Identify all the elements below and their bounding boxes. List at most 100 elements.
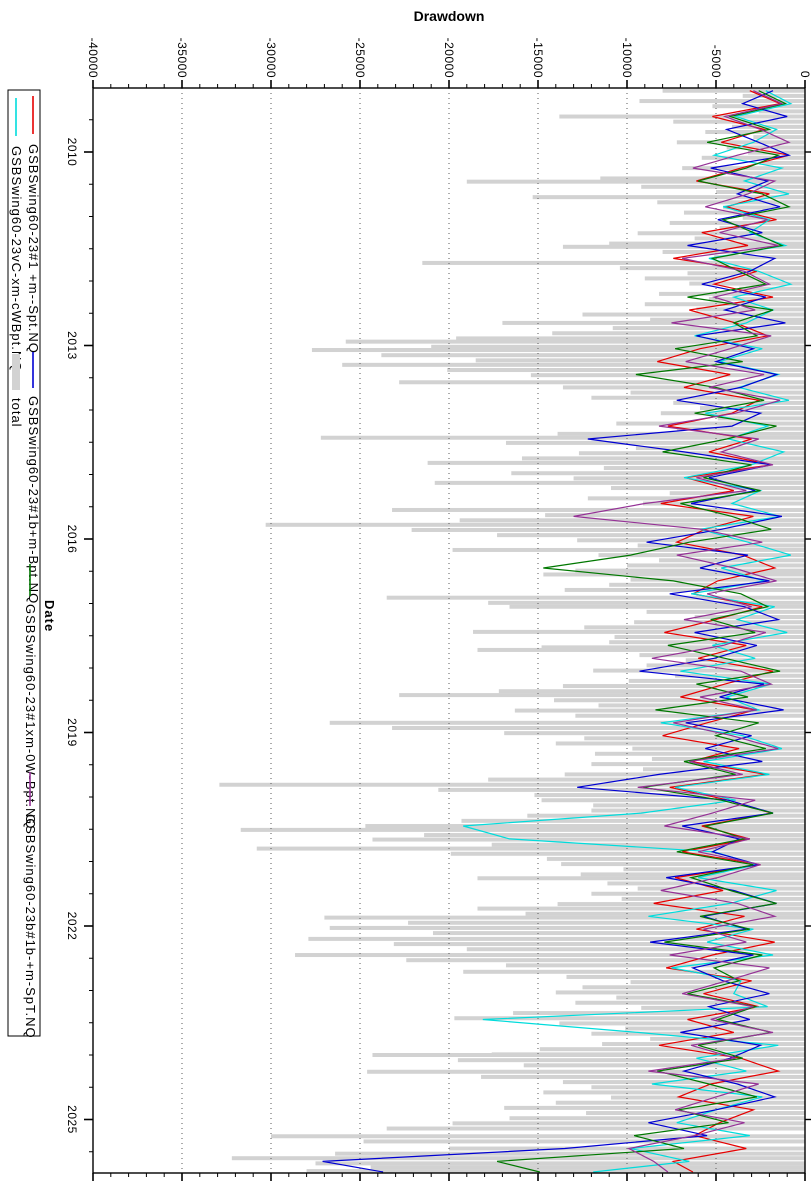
total-drawdown-bar — [643, 501, 805, 506]
total-drawdown-bar — [742, 215, 805, 220]
total-drawdown-bar — [675, 673, 805, 678]
total-drawdown-bar — [509, 604, 805, 609]
total-drawdown-bar — [753, 135, 805, 140]
legend-item: total — [9, 354, 24, 428]
total-drawdown-bar — [562, 684, 805, 689]
total-drawdown-bar — [762, 160, 805, 165]
total-drawdown-bar — [408, 920, 805, 925]
total-drawdown-bar — [521, 456, 805, 461]
total-drawdown-bar — [505, 963, 805, 968]
total-drawdown-bar — [662, 88, 805, 93]
total-drawdown-bar — [240, 827, 805, 832]
total-drawdown-bar — [630, 980, 805, 985]
total-drawdown-bar — [555, 1100, 805, 1105]
legend-label: total — [9, 398, 24, 428]
total-drawdown-bar — [335, 1151, 805, 1156]
total-drawdown-bar — [488, 600, 805, 605]
total-drawdown-bar — [345, 339, 805, 344]
date-axis — [84, 119, 811, 1153]
total-drawdown-bar — [669, 491, 805, 496]
total-drawdown-bar — [557, 431, 805, 436]
value-axis — [92, 80, 806, 1181]
total-drawdown-bar — [593, 668, 805, 673]
total-drawdown-bar — [673, 400, 805, 405]
total-drawdown-bar — [363, 1139, 805, 1144]
total-drawdown-bar — [265, 522, 805, 527]
total-drawdown-bar — [342, 362, 805, 367]
total-drawdown-bar — [324, 915, 805, 920]
total-drawdown-bar — [591, 891, 805, 896]
total-drawdown-bar — [475, 358, 805, 363]
total-drawdown-bar — [659, 558, 805, 563]
total-drawdown-bar — [562, 244, 805, 249]
total-drawdown-bar — [527, 813, 805, 818]
total-drawdown-bar — [742, 93, 805, 98]
total-drawdown-bar — [582, 312, 805, 317]
total-drawdown-bar — [600, 176, 805, 181]
total-drawdown-bar — [477, 647, 805, 652]
total-drawdown-bar — [386, 595, 805, 600]
total-drawdown-bar — [311, 348, 805, 353]
total-drawdown-bar — [498, 689, 805, 694]
total-drawdown-bar — [591, 395, 805, 400]
total-drawdown-bar — [463, 969, 805, 974]
year-tick-label: 2019 — [65, 718, 79, 747]
total-drawdown-bar — [422, 260, 805, 265]
total-drawdown-bar — [694, 236, 805, 241]
total-drawdown-bar — [381, 353, 805, 358]
total-drawdown-bar — [431, 344, 805, 349]
value-tick-label: -35000 — [175, 38, 189, 78]
date-axis-title: Date — [42, 600, 57, 633]
total-drawdown-bar — [591, 1085, 805, 1090]
total-drawdown-bar — [504, 731, 805, 736]
total-drawdown-bar — [717, 416, 805, 421]
total-drawdown-bar — [609, 640, 805, 645]
year-tick-label: 2010 — [65, 138, 79, 167]
value-tick-label: -10000 — [620, 38, 634, 78]
total-drawdown-bar — [584, 625, 805, 630]
total-drawdown-bar — [367, 1069, 805, 1074]
total-drawdown-bar — [603, 466, 805, 471]
total-drawdown-bar — [438, 787, 805, 792]
total-drawdown-bar — [450, 851, 805, 856]
total-drawdown-bar — [406, 958, 805, 963]
total-drawdown-bar — [559, 1021, 805, 1026]
total-drawdown-bar — [587, 496, 805, 501]
total-drawdown-bar — [477, 876, 805, 881]
total-drawdown-bar — [696, 307, 805, 312]
total-drawdown-bar — [575, 568, 805, 573]
total-drawdown-bar — [456, 336, 805, 341]
total-drawdown-bar — [639, 99, 805, 104]
total-drawdown-bar — [399, 380, 805, 385]
chart-title: Drawdown — [413, 8, 485, 24]
total-drawdown-bar — [308, 936, 805, 941]
total-drawdown-bar — [614, 635, 805, 640]
total-drawdown-bar — [315, 1161, 805, 1166]
total-drawdown-bar — [609, 241, 805, 246]
legend-item: GSBSwing60-23#1xm-0W-Bpt.NQ — [23, 564, 38, 829]
total-drawdown-bar — [598, 703, 805, 708]
total-drawdown-bar — [399, 693, 805, 698]
legend-swatch-total — [12, 354, 20, 390]
total-drawdown-bar — [466, 947, 805, 952]
total-drawdown-bar — [689, 281, 805, 286]
total-drawdown-bar — [562, 1080, 805, 1085]
total-drawdown-bar — [575, 1000, 805, 1005]
total-drawdown-bar — [541, 798, 805, 803]
total-drawdown-bar — [477, 906, 805, 911]
total-drawdown-bar — [676, 140, 805, 145]
total-drawdown-bar — [641, 184, 805, 189]
total-drawdown-bar — [393, 942, 805, 947]
total-drawdown-bar — [329, 925, 805, 930]
value-tick-label: -15000 — [531, 38, 545, 78]
total-drawdown-bar — [411, 527, 805, 532]
legend-label: GSBSwing60-23b#1b-+m-SpT.NQ — [23, 814, 38, 1039]
total-drawdown-bar — [641, 1005, 805, 1010]
legend-label: GSBSwing60-23#1xm-0W-Bpt.NQ — [23, 604, 38, 829]
total-drawdown-bar — [609, 582, 805, 587]
plot-contents — [181, 88, 805, 1173]
total-drawdown-bar — [543, 1090, 805, 1095]
total-drawdown-bar — [701, 155, 805, 160]
